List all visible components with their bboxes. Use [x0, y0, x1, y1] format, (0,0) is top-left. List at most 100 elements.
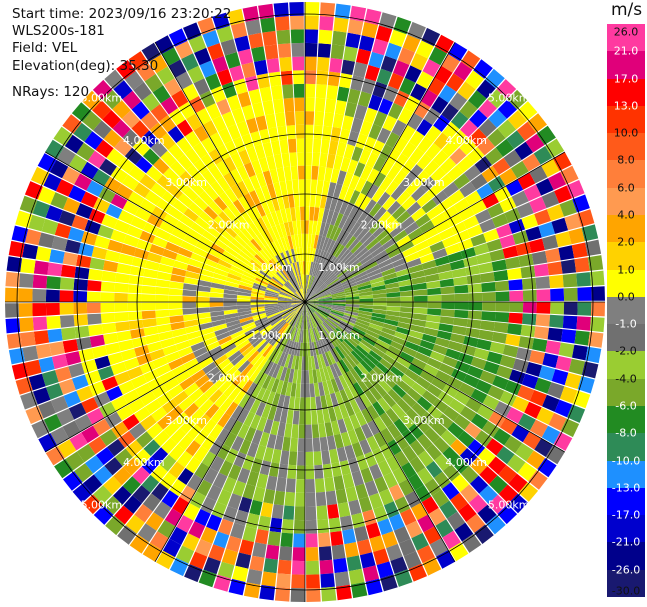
velocity-gate: [470, 356, 487, 370]
velocity-gate: [466, 319, 482, 329]
velocity-gate: [230, 152, 244, 169]
velocity-gate: [269, 168, 279, 184]
velocity-gate: [397, 107, 414, 125]
velocity-gate: [377, 191, 391, 207]
velocity-gate: [305, 288, 310, 302]
velocity-gate: [404, 491, 421, 509]
colorbar-segment: [607, 542, 645, 571]
velocity-gate: [246, 329, 260, 340]
velocity-gate: [267, 405, 277, 421]
velocity-gate: [294, 292, 305, 302]
velocity-gate: [339, 460, 351, 476]
velocity-gate: [407, 227, 423, 241]
velocity-gate: [163, 377, 180, 392]
velocity-gate: [325, 490, 337, 506]
velocity-gate: [203, 206, 218, 220]
velocity-gate: [368, 272, 383, 281]
velocity-gate: [322, 381, 330, 396]
velocity-gate: [361, 423, 374, 439]
velocity-gate: [266, 287, 280, 294]
velocity-gate: [397, 321, 412, 330]
velocity-gate: [319, 16, 334, 31]
velocity-gate: [247, 262, 261, 273]
velocity-gate: [343, 253, 356, 266]
velocity-gate: [411, 319, 427, 327]
velocity-gate: [360, 339, 374, 350]
velocity-gate: [254, 144, 266, 160]
velocity-gate: [445, 348, 461, 360]
velocity-gate: [433, 114, 451, 132]
velocity-gate: [379, 263, 394, 273]
velocity-gate: [62, 252, 78, 266]
velocity-gate: [246, 470, 260, 487]
colorbar-tick-label: 0.0: [617, 290, 635, 304]
velocity-gate: [216, 144, 231, 161]
velocity-gate: [310, 262, 316, 276]
velocity-gate: [478, 262, 494, 274]
velocity-gate: [363, 136, 377, 153]
velocity-gate: [227, 323, 242, 332]
velocity-gate: [99, 429, 118, 447]
velocity-gate: [249, 190, 261, 205]
velocity-gate: [74, 325, 90, 339]
velocity-gate: [217, 489, 232, 506]
velocity-gate: [316, 505, 328, 520]
velocity-gate: [265, 544, 280, 560]
velocity-gate: [122, 414, 140, 431]
velocity-gate: [382, 354, 397, 366]
velocity-gate: [343, 46, 358, 62]
velocity-gate: [338, 374, 349, 389]
velocity-gate: [522, 313, 537, 326]
velocity-gate: [345, 219, 357, 234]
velocity-gate: [305, 292, 316, 302]
velocity-gate: [285, 207, 292, 222]
velocity-gate: [62, 166, 81, 185]
velocity-gate: [270, 241, 280, 255]
velocity-gate: [369, 369, 383, 383]
velocity-gate: [275, 224, 284, 239]
velocity-gate: [474, 524, 494, 544]
velocity-gate: [585, 346, 602, 364]
velocity-gate: [321, 586, 337, 602]
velocity-gate: [134, 207, 152, 222]
velocity-gate: [182, 289, 197, 297]
velocity-gate: [390, 340, 405, 352]
velocity-gate: [499, 390, 517, 407]
velocity-gate: [220, 362, 235, 375]
velocity-gate: [295, 302, 305, 313]
velocity-gate: [346, 555, 362, 572]
velocity-gate: [467, 146, 485, 164]
velocity-gate: [330, 392, 339, 408]
velocity-gate: [460, 465, 479, 484]
velocity-gate: [286, 326, 294, 340]
velocity-gate: [285, 478, 296, 493]
velocity-gate: [130, 216, 147, 230]
velocity-gate: [118, 431, 136, 448]
velocity-gate: [393, 169, 408, 185]
velocity-gate: [352, 267, 366, 277]
velocity-gate: [411, 207, 426, 222]
velocity-gate: [348, 568, 365, 585]
velocity-gate: [336, 170, 347, 186]
velocity-gate: [49, 341, 65, 356]
velocity-gate: [210, 350, 225, 362]
velocity-gate: [404, 65, 422, 83]
velocity-gate: [475, 379, 492, 395]
velocity-gate: [314, 111, 325, 126]
velocity-gate: [65, 451, 85, 471]
velocity-gate: [438, 323, 454, 333]
velocity-gate: [317, 519, 330, 534]
velocity-gate: [488, 109, 507, 128]
velocity-gate: [492, 375, 509, 390]
velocity-gate: [389, 29, 407, 47]
velocity-gate: [353, 271, 368, 280]
colorbar-tick-label: 13.0: [613, 99, 639, 113]
velocity-gate: [382, 272, 398, 281]
velocity-gate: [464, 422, 482, 439]
velocity-gate: [209, 302, 224, 307]
velocity-gate: [369, 463, 383, 480]
velocity-gate: [50, 192, 68, 210]
velocity-gate: [450, 111, 469, 130]
velocity-gate: [332, 302, 346, 304]
range-label: 3.00km: [403, 176, 445, 189]
